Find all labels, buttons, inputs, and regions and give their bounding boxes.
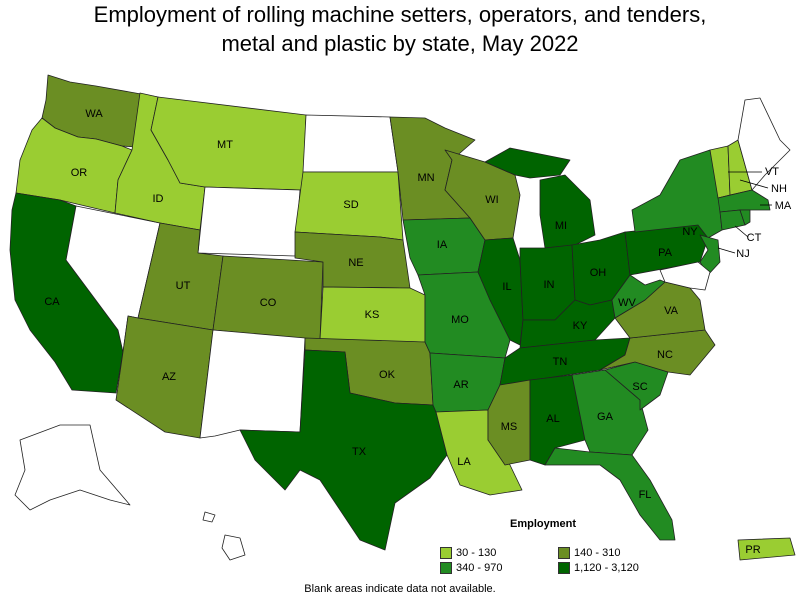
label-mi: MI	[555, 220, 567, 232]
legend-item-1: 30 - 130	[440, 546, 496, 560]
map-title-line-1: Employment of rolling machine setters, o…	[93, 2, 707, 27]
label-ct: CT	[747, 232, 762, 244]
label-nj: NJ	[736, 248, 749, 260]
data-availability-note: Blank areas indicate data not available.	[304, 583, 496, 595]
state-ri[interactable]	[739, 209, 751, 226]
label-ne: NE	[348, 257, 363, 269]
label-ok: OK	[379, 369, 396, 381]
legend-label-3: 340 - 970	[456, 562, 503, 574]
state-hi-big[interactable]	[221, 534, 246, 561]
label-ia: IA	[437, 239, 448, 251]
legend-swatch-4	[558, 562, 570, 575]
legend-item-4: 1,120 - 3,120	[558, 561, 639, 575]
state-wv[interactable]	[611, 274, 666, 319]
label-wv: WV	[618, 297, 636, 309]
state-nc[interactable]	[599, 329, 716, 376]
legend-swatch-3	[440, 562, 452, 575]
label-nc: NC	[657, 349, 673, 361]
state-nd[interactable]	[302, 114, 399, 173]
label-ms: MS	[501, 421, 518, 433]
state-md[interactable]	[659, 261, 711, 291]
label-tx: TX	[352, 446, 367, 458]
legend-item-3: 340 - 970	[440, 561, 502, 575]
label-ga: GA	[597, 411, 614, 423]
label-la: LA	[457, 456, 471, 468]
label-mn: MN	[417, 172, 434, 184]
label-al: AL	[546, 413, 559, 425]
legend-title: Employment	[510, 518, 577, 530]
legend-label-4: 1,120 - 3,120	[574, 562, 639, 574]
label-ks: KS	[365, 309, 380, 321]
label-vt: VT	[765, 166, 779, 178]
label-mt: MT	[217, 139, 233, 151]
state-hi[interactable]	[202, 511, 216, 523]
label-ny: NY	[682, 226, 698, 238]
label-ar: AR	[453, 379, 468, 391]
label-pr: PR	[745, 544, 760, 556]
state-mi[interactable]	[484, 147, 571, 179]
legend-label-1: 30 - 130	[456, 547, 497, 559]
legend-item-2: 140 - 310	[558, 546, 620, 560]
state-mi-lower[interactable]	[539, 174, 596, 249]
label-ky: KY	[573, 320, 588, 332]
label-or: OR	[71, 167, 88, 179]
state-ak[interactable]	[14, 424, 131, 511]
label-ut: UT	[176, 280, 191, 292]
label-ma: MA	[775, 200, 792, 212]
label-in: IN	[544, 279, 555, 291]
label-fl: FL	[639, 489, 652, 501]
label-wi: WI	[485, 194, 498, 206]
label-mo: MO	[451, 314, 469, 326]
label-pa: PA	[658, 247, 673, 259]
label-il: IL	[502, 281, 511, 293]
label-sc: SC	[632, 381, 647, 393]
label-sd: SD	[343, 199, 358, 211]
state-ny[interactable]	[631, 149, 723, 239]
label-wa: WA	[85, 108, 103, 120]
label-ca: CA	[44, 296, 60, 308]
map-title: Employment of rolling machine setters, o…	[0, 0, 800, 58]
state-me[interactable]	[737, 97, 791, 191]
state-tx[interactable]	[239, 349, 448, 551]
legend-swatch-2	[558, 547, 570, 560]
label-tn: TN	[553, 356, 568, 368]
label-oh: OH	[590, 267, 607, 279]
legend-swatch-1	[440, 547, 452, 560]
state-labels: WA OR CA ID MT UT AZ CO SD NE KS OK TX M…	[44, 108, 792, 556]
territory-pr[interactable]	[737, 537, 796, 561]
label-nh: NH	[771, 183, 787, 195]
label-co: CO	[260, 297, 277, 309]
state-wy[interactable]	[197, 186, 301, 257]
state-nm[interactable]	[199, 329, 306, 439]
map-title-line-2: metal and plastic by state, May 2022	[221, 31, 579, 56]
label-id: ID	[153, 193, 164, 205]
label-leader-lines	[717, 171, 772, 254]
legend-label-2: 140 - 310	[574, 547, 621, 559]
state-fl[interactable]	[544, 447, 676, 541]
label-va: VA	[664, 305, 679, 317]
label-az: AZ	[162, 371, 176, 383]
